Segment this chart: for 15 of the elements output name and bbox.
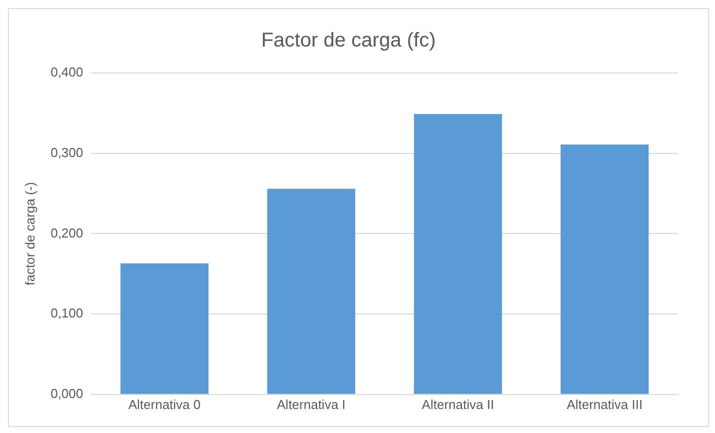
y-tick-label: 0,000 [50, 386, 84, 401]
bar [560, 144, 649, 394]
y-tick-label: 0,200 [50, 225, 84, 240]
bar [267, 188, 356, 394]
y-tick-label: 0,400 [50, 64, 84, 80]
y-tick-label: 0,300 [50, 144, 84, 160]
bar [414, 114, 502, 394]
x-tick-label: Alternativa 0 [128, 396, 201, 412]
x-tick-label: Alternativa I [276, 396, 346, 412]
chart-title: Factor de carga (fc) [261, 30, 436, 52]
y-tick-label: 0,100 [50, 306, 84, 321]
x-tick-label: Alternativa III [566, 396, 643, 412]
x-tick-label: Alternativa II [422, 396, 494, 412]
bar [120, 263, 209, 394]
y-axis-title: factor de carga (-) [22, 182, 38, 286]
